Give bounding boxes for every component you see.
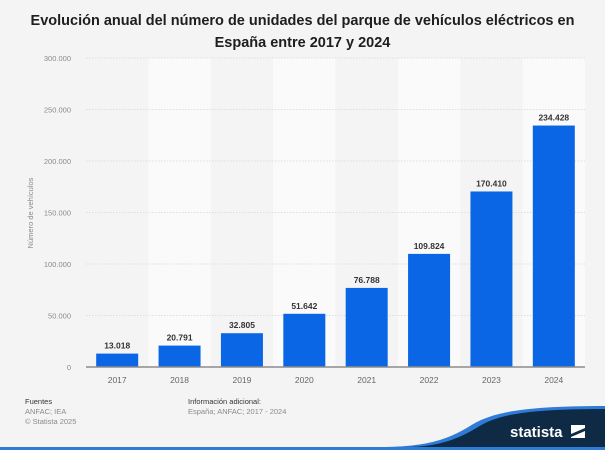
brand-wave-accent	[0, 406, 605, 450]
value-label: 20.791	[167, 333, 193, 343]
value-label: 51.642	[291, 301, 317, 311]
additional-info-block: Información adicional: España; ANFAC; 20…	[188, 397, 286, 417]
bar-2018[interactable]	[158, 345, 201, 367]
value-label: 170.410	[476, 178, 507, 188]
bar-2022[interactable]	[408, 253, 451, 367]
chart-title: Evolución anual del número de unidades d…	[0, 10, 605, 54]
y-tick-label: 300.000	[44, 54, 71, 63]
statista-logo-text[interactable]: statista	[510, 424, 563, 441]
x-tick-label: 2023	[482, 375, 501, 385]
y-tick-label: 100.000	[44, 260, 71, 269]
value-labels: 13.018 20.791 32.805 51.642 76.788 109.824 170…	[104, 113, 569, 351]
y-tick-label: 200.000	[44, 157, 71, 166]
y-tick-label: 250.000	[44, 106, 71, 115]
x-tick-label: 2022	[420, 375, 439, 385]
copyright-text: © Statista 2025	[25, 417, 77, 426]
bar-2019[interactable]	[220, 333, 263, 367]
x-tick-label: 2019	[232, 375, 251, 385]
bar-2021[interactable]	[345, 287, 388, 367]
value-label: 32.805	[229, 320, 255, 330]
x-tick-label: 2021	[357, 375, 376, 385]
x-tick-label: 2024	[544, 375, 563, 385]
bar-chart: 0 50.000 100.000 150.000 200.000 250.000 300.0…	[26, 54, 585, 385]
sources-block: Fuentes ANFAC; IEA © Statista 2025	[25, 397, 76, 427]
statista-logo-icon	[571, 425, 585, 438]
additional-info-heading: Información adicional:	[188, 397, 261, 406]
sources-text[interactable]: ANFAC; IEA	[25, 407, 67, 416]
statista-brand-banner: statista	[0, 406, 605, 450]
bar-2020[interactable]	[283, 313, 326, 367]
sources-heading: Fuentes	[25, 397, 53, 406]
bar-2017[interactable]	[96, 353, 139, 367]
brand-wave-dark	[405, 409, 605, 447]
x-axis-ticks: 2017 2018 2019 2020 2021 2022 2023 2024	[108, 375, 564, 385]
y-axis-ticks: 0 50.000 100.000 150.000 200.000 250.000 300.0…	[44, 54, 71, 372]
x-tick-label: 2018	[170, 375, 189, 385]
value-label: 13.018	[104, 341, 130, 351]
bar-2023[interactable]	[470, 191, 513, 367]
value-label: 109.824	[414, 241, 445, 251]
y-axis-label: Número de vehículos	[26, 177, 35, 248]
value-label: 76.788	[354, 275, 380, 285]
y-tick-label: 0	[67, 363, 71, 372]
x-tick-label: 2020	[295, 375, 314, 385]
additional-info-text: España; ANFAC; 2017 - 2024	[188, 407, 287, 416]
x-tick-label: 2017	[108, 375, 127, 385]
bars	[96, 125, 575, 368]
chart-title-line-2: España entre 2017 y 2024	[214, 35, 391, 51]
gridlines	[86, 57, 585, 316]
chart-title-line-1: Evolución anual del número de unidades d…	[30, 13, 575, 29]
bar-2024[interactable]	[532, 125, 575, 368]
y-tick-label: 150.000	[44, 209, 71, 218]
value-label: 234.428	[538, 113, 569, 123]
y-tick-label: 50.000	[48, 312, 71, 321]
